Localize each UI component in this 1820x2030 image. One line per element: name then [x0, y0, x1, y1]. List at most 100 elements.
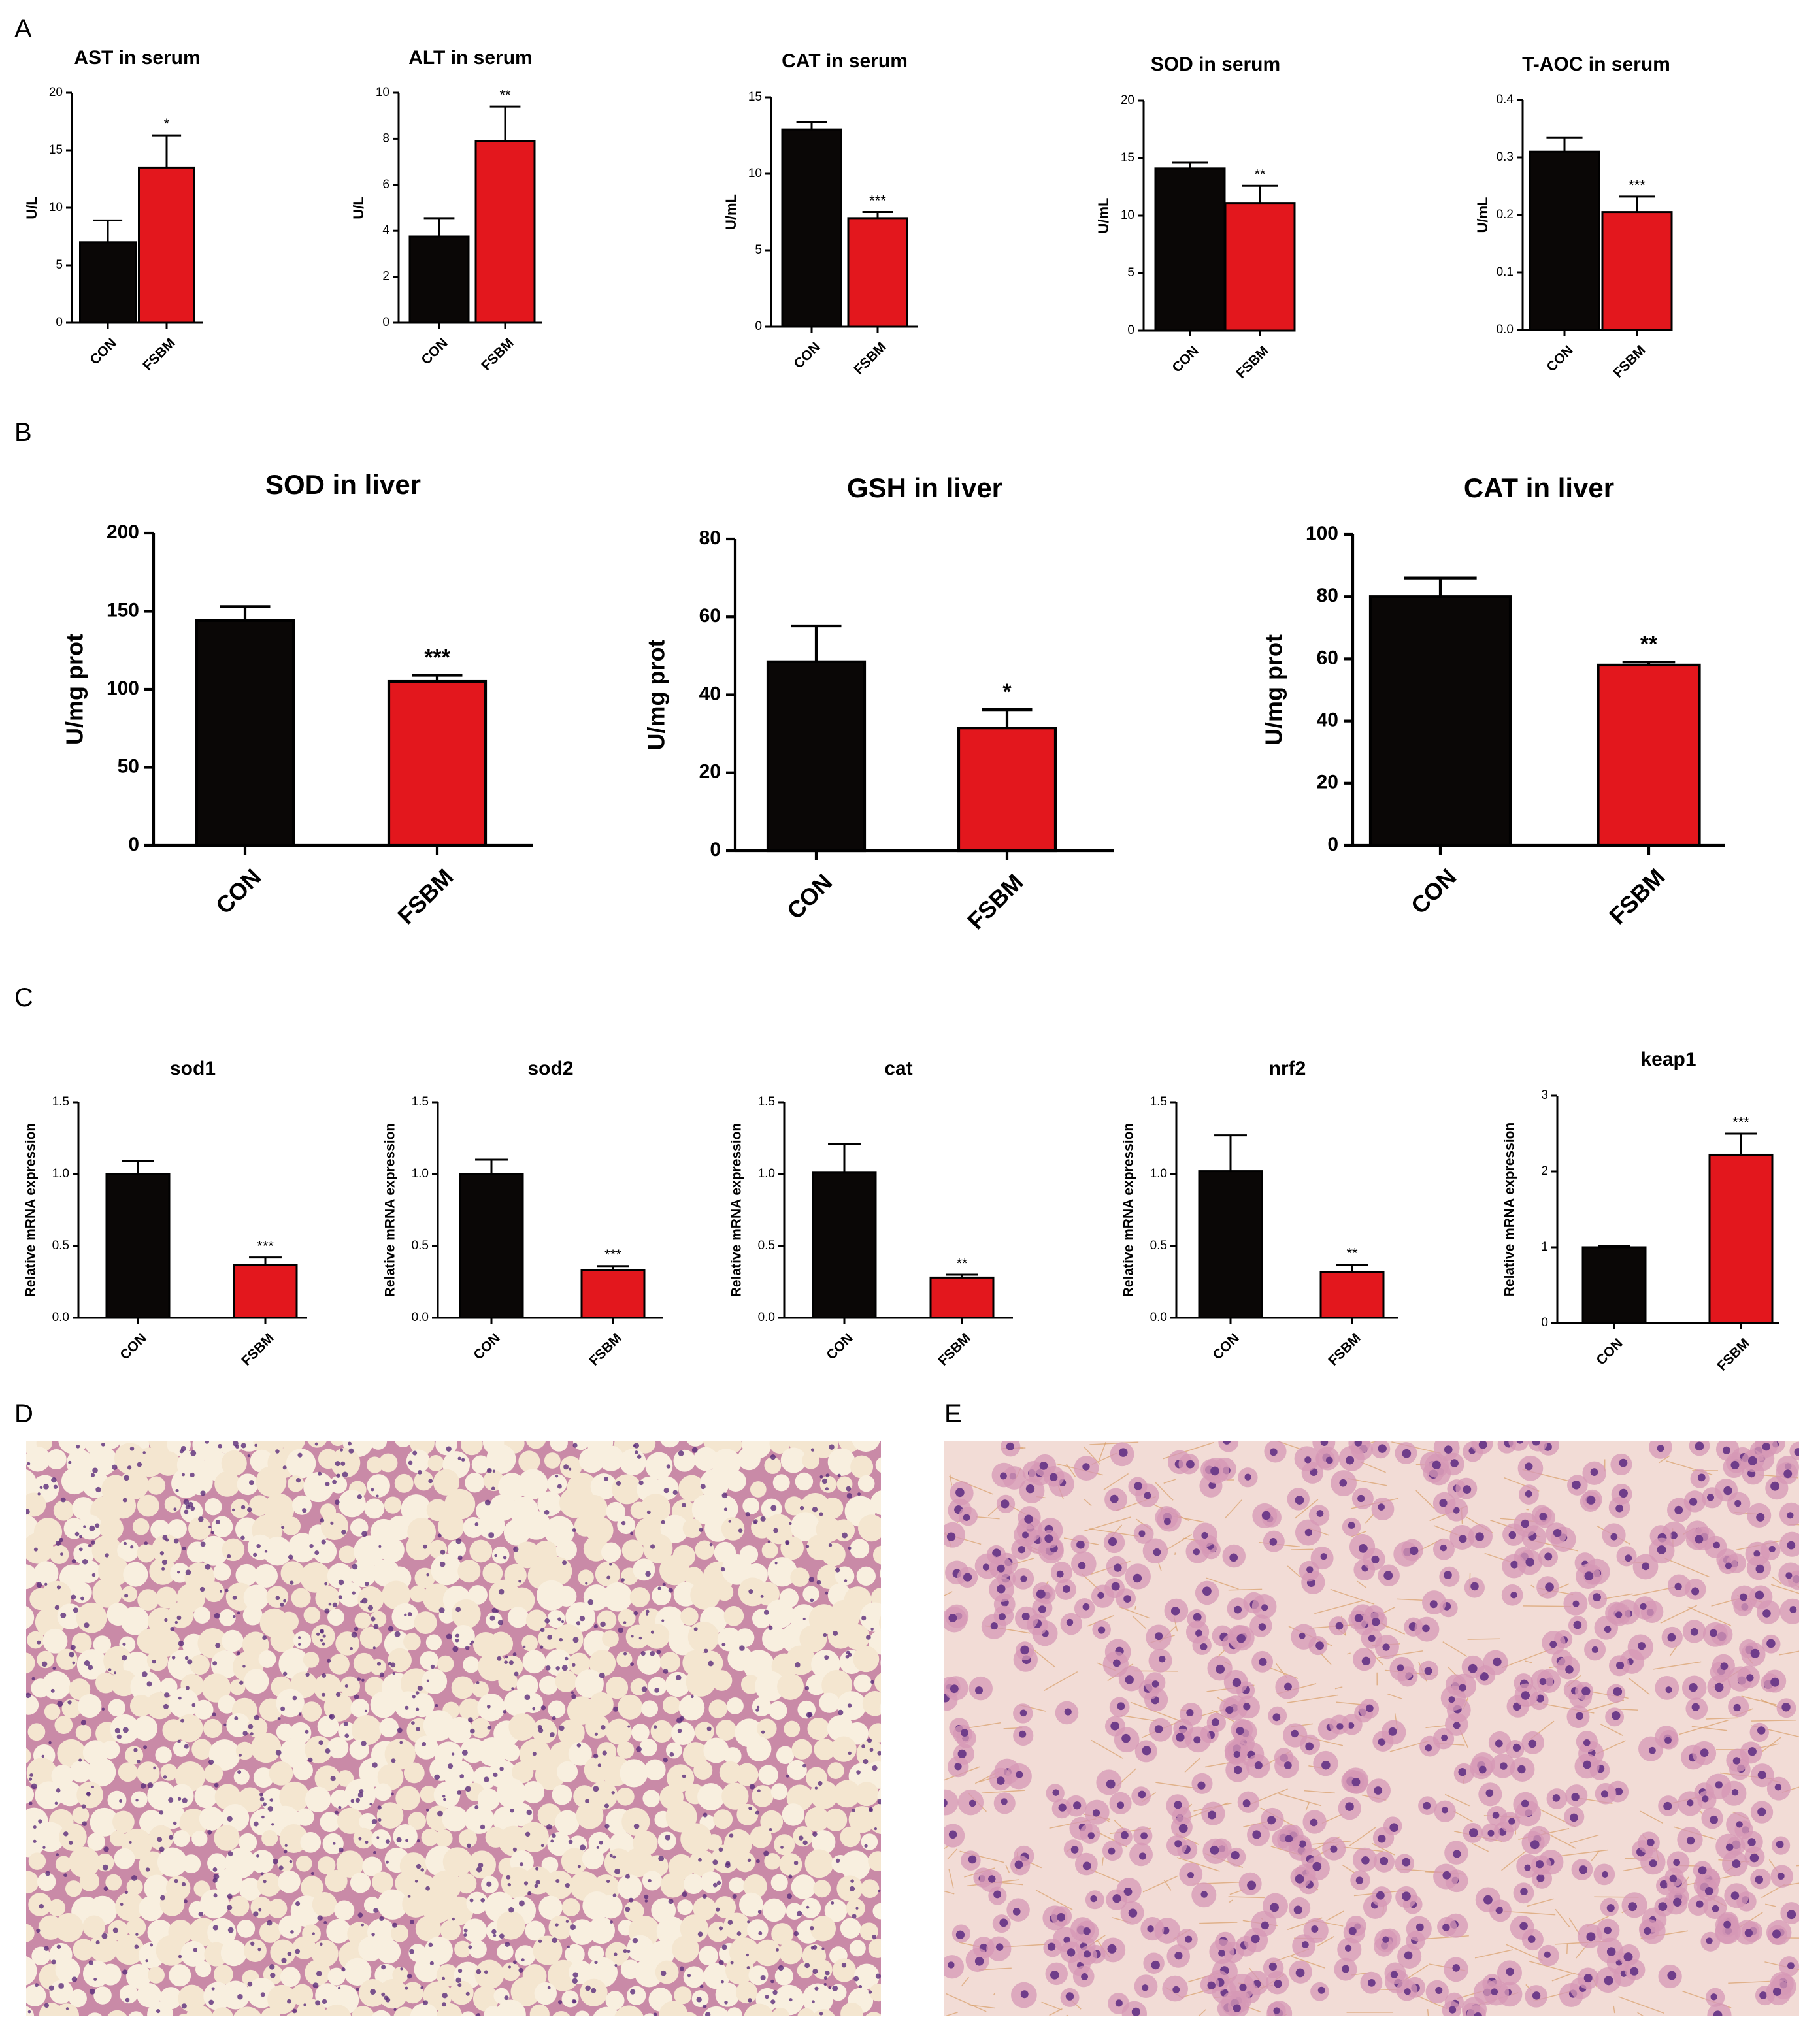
significance-mark-cat: **	[956, 1255, 968, 1271]
y-tick-label-sod1: 0.0	[52, 1311, 69, 1324]
chart-title-nrf2: nrf2	[1269, 1058, 1306, 1079]
y-tick-label-nrf2: 0.0	[1150, 1311, 1167, 1324]
bar-ast-fsbm	[138, 166, 195, 324]
category-label-sod_serum-fsbm: FSBM	[1233, 343, 1271, 381]
y-tick-label-ast: 20	[49, 86, 63, 99]
bar-sod2-con	[459, 1173, 524, 1319]
chart-svg-sod_serum: SOD in serum U/mL 0 5 10 15 20 CON FSBM **	[1095, 54, 1296, 382]
category-label-taoc-con: CON	[1544, 342, 1576, 374]
chart-title-gsh_liver: GSH in liver	[847, 472, 1002, 503]
panel-label-e: E	[944, 1400, 962, 1428]
chart-svg-nrf2: nrf2 Relative mRNA expression 0.0 0.5 1.0 1.5…	[1121, 1058, 1398, 1369]
y-tick-label-alt: 2	[382, 270, 389, 284]
category-label-nrf2-fsbm: FSBM	[1325, 1330, 1363, 1368]
bar-cat-con	[812, 1171, 877, 1319]
category-label-taoc-fsbm: FSBM	[1610, 342, 1648, 380]
y-tick-label-taoc: 0.2	[1497, 208, 1514, 221]
y-tick-label-sod2: 0.0	[412, 1311, 429, 1324]
chart-title-alt: ALT in serum	[408, 47, 532, 69]
y-tick-label-keap1: 2	[1541, 1164, 1548, 1178]
bar-sod_liver-fsbm	[387, 679, 488, 847]
y-tick-label-cat_serum: 0	[755, 319, 762, 333]
y-tick-label-sod1: 0.5	[52, 1239, 69, 1252]
y-tick-label-keap1: 1	[1541, 1240, 1548, 1254]
y-tick-label-sod2: 1.0	[412, 1167, 429, 1181]
y-axis-label-sod1: Relative mRNA expression	[24, 1123, 39, 1298]
chart-svg-sod2: sod2 Relative mRNA expression 0.0 0.5 1.0 1.5…	[383, 1058, 663, 1369]
y-tick-label-sod_serum: 5	[1127, 266, 1134, 280]
panel-label-c: C	[14, 983, 33, 1012]
category-label-cat_liver-con: CON	[1406, 863, 1462, 919]
chart-sod2-mrna: sod2 Relative mRNA expression 0.0 0.5 1.0 1.5…	[366, 1042, 706, 1398]
chart-cat-mrna: cat Relative mRNA expression 0.0 0.5 1.0 1.5 C…	[719, 1042, 1059, 1398]
y-tick-label-keap1: 0	[1541, 1316, 1548, 1330]
chart-svg-sod1: sod1 Relative mRNA expression 0.0 0.5 1.0 1.5…	[24, 1058, 307, 1369]
y-tick-label-cat: 1.5	[758, 1095, 775, 1109]
chart-alt-serum: ALT in serum U/L 0 2 4 6 8 10 CON FSBM **	[350, 39, 680, 392]
y-tick-label-gsh_liver: 40	[699, 683, 721, 704]
category-label-sod1-fsbm: FSBM	[239, 1330, 276, 1368]
category-label-gsh_liver-fsbm: FSBM	[962, 868, 1028, 934]
panel-label-b: B	[14, 418, 32, 447]
y-tick-label-cat: 0.5	[758, 1239, 775, 1252]
bar-taoc-fsbm	[1601, 211, 1673, 331]
bar-nrf2-fsbm	[1319, 1271, 1385, 1319]
y-tick-label-sod1: 1.5	[52, 1095, 69, 1109]
y-tick-label-alt: 6	[382, 178, 389, 191]
bar-sod_liver-con	[195, 619, 295, 847]
significance-mark-taoc: ***	[1629, 177, 1646, 193]
significance-mark-cat_liver: **	[1640, 632, 1658, 657]
chart-svg-cat_serum: CAT in serum U/mL 0 5 10 15 CON FSBM ***	[723, 50, 918, 378]
category-label-nrf2-con: CON	[1210, 1330, 1242, 1362]
y-tick-label-alt: 10	[376, 86, 389, 99]
category-label-sod2-fsbm: FSBM	[586, 1330, 624, 1368]
y-tick-label-taoc: 0.3	[1497, 150, 1514, 164]
chart-title-taoc: T-AOC in serum	[1522, 54, 1670, 75]
chart-keap1-mrna: keap1 Relative mRNA expression 0 1 2 3 CON FSBM…	[1490, 1036, 1817, 1392]
significance-mark-sod1: ***	[257, 1238, 274, 1254]
chart-title-ast: AST in serum	[74, 47, 200, 69]
y-axis-label-cat: Relative mRNA expression	[729, 1123, 744, 1298]
y-tick-label-sod_serum: 10	[1121, 208, 1134, 222]
category-label-gsh_liver-con: CON	[782, 868, 838, 925]
y-tick-label-cat_liver: 80	[1317, 585, 1338, 606]
significance-mark-cat_serum: ***	[869, 193, 886, 209]
y-tick-label-sod_liver: 150	[107, 599, 139, 621]
chart-svg-gsh_liver: GSH in liver U/mg prot 0 20 40 60 80 CON FSBM *	[643, 472, 1114, 934]
y-tick-label-sod_serum: 15	[1121, 151, 1134, 165]
bar-sod1-fsbm	[233, 1264, 298, 1319]
y-tick-label-sod_liver: 0	[128, 834, 139, 855]
chart-nrf2-mrna: nrf2 Relative mRNA expression 0.0 0.5 1.0 1.5…	[1117, 1042, 1457, 1398]
chart-cat-serum: CAT in serum U/mL 0 5 10 15 CON FSBM ***	[723, 39, 1052, 392]
y-tick-label-nrf2: 1.5	[1150, 1095, 1167, 1109]
y-axis-label-alt: U/L	[350, 196, 367, 219]
panel-label-d: D	[14, 1400, 33, 1428]
bar-alt-fsbm	[474, 140, 536, 324]
y-tick-label-cat_liver: 60	[1317, 647, 1338, 668]
y-tick-label-gsh_liver: 80	[699, 527, 721, 549]
y-axis-label-cat_serum: U/mL	[723, 194, 739, 230]
chart-svg-sod_liver: SOD in liver U/mg prot 0 50 100 150 200 CON FSBM…	[61, 469, 533, 929]
category-label-ast-con: CON	[87, 335, 119, 367]
chart-svg-taoc: T-AOC in serum U/mL 0.0 0.1 0.2 0.3 0.4 CON FSBM…	[1474, 54, 1673, 381]
significance-mark-nrf2: **	[1346, 1245, 1358, 1262]
category-label-sod1-con: CON	[117, 1330, 149, 1362]
y-tick-label-cat_serum: 10	[748, 167, 762, 180]
bar-keap1-fsbm	[1708, 1153, 1774, 1324]
chart-title-sod1: sod1	[170, 1058, 216, 1079]
bar-nrf2-con	[1198, 1170, 1263, 1319]
significance-mark-ast: *	[164, 116, 170, 132]
y-tick-label-gsh_liver: 60	[699, 605, 721, 627]
y-tick-label-cat_serum: 5	[755, 243, 762, 257]
chart-title-sod_serum: SOD in serum	[1151, 54, 1280, 75]
y-tick-label-gsh_liver: 0	[710, 839, 721, 860]
y-tick-label-alt: 0	[382, 316, 389, 329]
y-tick-label-cat_liver: 0	[1327, 834, 1338, 855]
y-tick-label-sod_serum: 0	[1127, 323, 1134, 337]
y-tick-label-ast: 0	[56, 316, 63, 329]
chart-ast-serum: AST in serum U/L 0 5 10 15 20 CON FSBM *	[13, 39, 340, 392]
chart-title-cat: cat	[884, 1058, 912, 1079]
y-tick-label-ast: 15	[49, 143, 63, 157]
y-tick-label-cat_serum: 15	[748, 90, 762, 104]
chart-gsh-liver: GSH in liver U/mg prot 0 20 40 60 80 CON FSBM *	[643, 451, 1242, 960]
